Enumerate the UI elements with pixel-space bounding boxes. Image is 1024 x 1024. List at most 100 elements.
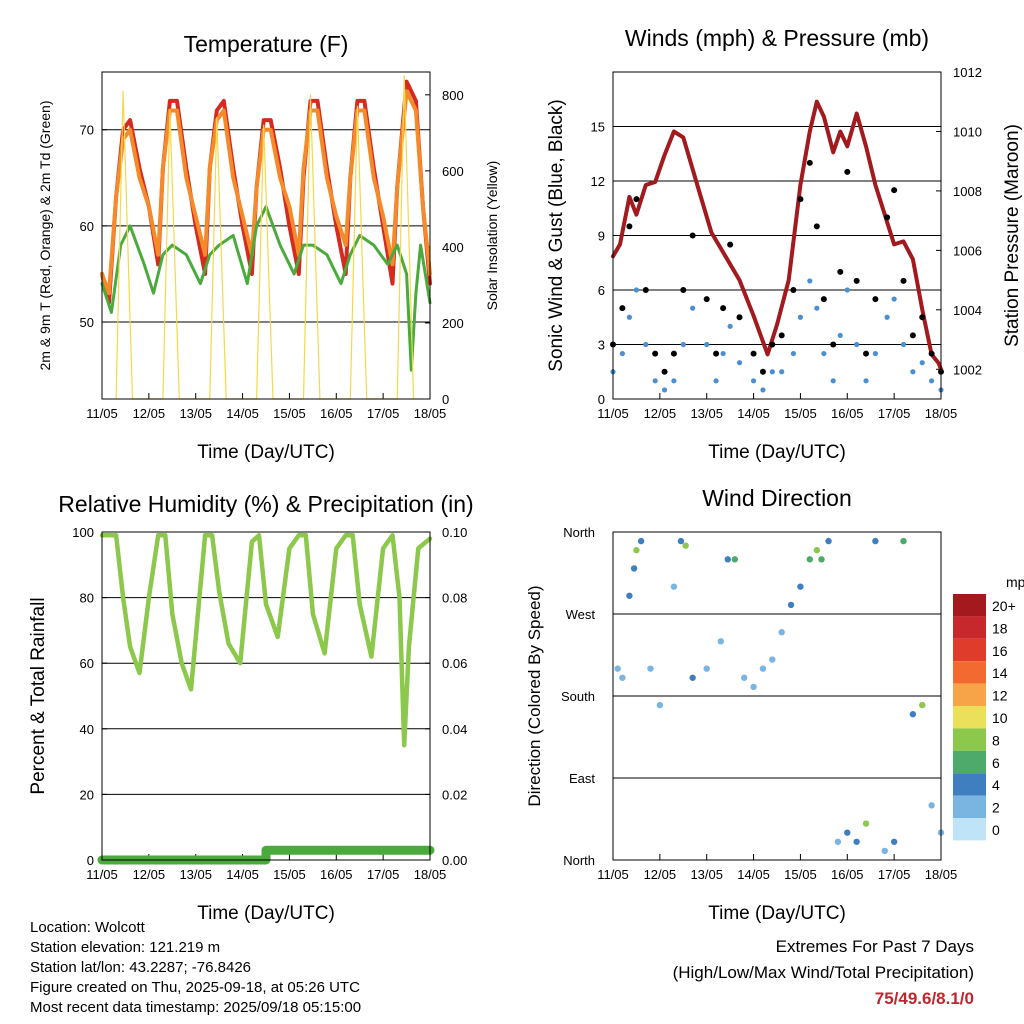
y-tick-label: 60 xyxy=(80,219,94,234)
colorbar-swatch xyxy=(953,818,986,841)
x-tick-label: 11/05 xyxy=(86,406,118,421)
wind-point xyxy=(909,332,916,339)
colorbar-swatch xyxy=(953,683,986,706)
direction-point xyxy=(682,542,689,549)
wind-point xyxy=(928,350,935,357)
station-elevation: Station elevation: 121.219 m xyxy=(30,939,221,956)
chart-title: Winds (mph) & Pressure (mb) xyxy=(625,25,929,51)
wind-point xyxy=(814,305,820,311)
y-tick-label: 40 xyxy=(80,722,94,737)
wind-point xyxy=(844,287,850,293)
x-tick-label: 16/05 xyxy=(831,867,864,882)
wind-point xyxy=(671,378,677,384)
x-tick-label: 14/05 xyxy=(226,867,259,882)
x-tick-label: 16/05 xyxy=(831,406,864,421)
wind-point xyxy=(929,378,935,384)
chart-title: Wind Direction xyxy=(702,485,852,511)
y-axis-label: Percent & Total Rainfall xyxy=(28,597,49,794)
y-right-tick-label: 1002 xyxy=(953,362,982,377)
chart-title: Temperature (F) xyxy=(184,31,349,57)
direction-point xyxy=(909,711,917,718)
y-right-tick-label: 1008 xyxy=(953,184,982,199)
wind-point xyxy=(806,159,813,166)
wind-point xyxy=(863,378,869,384)
x-tick-label: 13/05 xyxy=(179,867,212,882)
wind-point xyxy=(844,168,851,175)
wind-point xyxy=(661,387,668,393)
extremes-title: Extremes For Past 7 Days xyxy=(775,937,974,956)
direction-point xyxy=(656,701,664,709)
plot-frame xyxy=(101,531,431,861)
extremes-value: 75/49.6/8.1/0 xyxy=(874,989,974,1008)
y-axis-label: Sonic Wind & Gust (Blue, Black) xyxy=(546,99,567,371)
wind-point xyxy=(797,196,804,203)
direction-point xyxy=(825,537,832,545)
y-tick-label: South xyxy=(561,689,595,704)
x-tick-label: 18/05 xyxy=(925,867,958,882)
colorbar-label: 2 xyxy=(992,800,1000,816)
y-right-axis-label: Station Pressure (Maroon) xyxy=(1002,124,1023,347)
y-tick-label: 0 xyxy=(87,853,94,868)
y-tick-label: East xyxy=(569,771,595,786)
y-tick-label: 15 xyxy=(591,120,605,135)
direction-point xyxy=(633,547,640,554)
y-right-axis-label: Solar Insolation (Yellow) xyxy=(484,161,500,311)
y-tick-label: North xyxy=(563,853,595,868)
wind-point xyxy=(626,314,633,320)
direction-point xyxy=(806,556,813,563)
direction-point xyxy=(900,537,907,545)
x-tick-label: 12/05 xyxy=(644,406,677,421)
colorbar-label: 12 xyxy=(992,688,1008,704)
x-axis-label: Time (Day/UTC) xyxy=(708,903,846,924)
x-tick-label: 12/05 xyxy=(133,406,166,421)
series-line xyxy=(99,533,433,748)
wind-point xyxy=(736,314,743,321)
y-tick-label: 60 xyxy=(80,656,94,671)
direction-point xyxy=(872,537,879,545)
x-axis-label: Time (Day/UTC) xyxy=(197,442,335,463)
x-tick-label: 18/05 xyxy=(414,867,447,882)
wind-point xyxy=(626,223,633,230)
x-tick-label: 17/05 xyxy=(878,867,911,882)
colorbar-swatch xyxy=(953,706,986,729)
x-tick-label: 11/05 xyxy=(597,867,629,882)
plot-frame xyxy=(612,531,942,861)
direction-point xyxy=(928,802,935,809)
wind-point xyxy=(769,369,775,375)
colorbar-swatch xyxy=(953,773,986,796)
direction-point xyxy=(797,583,804,590)
series-line xyxy=(611,99,943,372)
wind-point xyxy=(797,314,804,320)
colorbar-label: 6 xyxy=(992,755,1000,771)
wind-point xyxy=(863,350,870,357)
direction-point xyxy=(703,665,710,672)
x-tick-label: 11/05 xyxy=(597,406,629,421)
wind-point xyxy=(619,305,626,312)
x-tick-label: 15/05 xyxy=(784,867,817,882)
x-axis-label: Time (Day/UTC) xyxy=(708,442,846,463)
wind-point xyxy=(872,350,879,357)
direction-point xyxy=(778,629,785,636)
x-tick-label: 15/05 xyxy=(784,406,817,421)
x-tick-label: 15/05 xyxy=(273,406,306,421)
y-right-tick-label: 800 xyxy=(442,88,464,103)
wind-point xyxy=(680,287,687,293)
direction-point xyxy=(689,674,696,681)
y-tick-label: 20 xyxy=(80,787,94,802)
colorbar-label: 8 xyxy=(992,732,1000,748)
y-right-tick-label: 200 xyxy=(442,316,464,331)
wind-point xyxy=(919,314,926,321)
wind-point xyxy=(853,277,860,284)
direction-point xyxy=(813,547,821,554)
direction-point xyxy=(919,701,926,709)
wind-point xyxy=(689,232,696,239)
wind-point xyxy=(720,305,727,312)
station-latlon: Station lat/lon: 43.2287; -76.8426 xyxy=(30,959,252,976)
x-tick-label: 14/05 xyxy=(226,406,259,421)
y-right-tick-label: 0.10 xyxy=(442,525,467,540)
series-line xyxy=(115,75,415,400)
plot-frame xyxy=(612,71,942,400)
wind-point xyxy=(830,341,837,348)
x-tick-label: 11/05 xyxy=(86,867,118,882)
